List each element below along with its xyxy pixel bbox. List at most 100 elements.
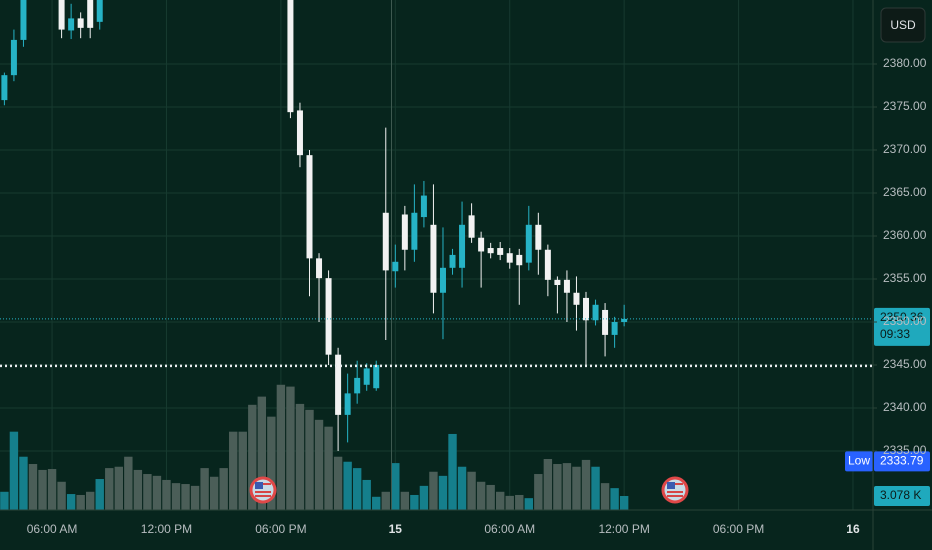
candle-body xyxy=(401,214,408,250)
flag-stripe xyxy=(667,495,683,497)
volume-bar xyxy=(114,466,124,510)
currency-button-box[interactable] xyxy=(880,7,926,43)
candle-body xyxy=(1,75,8,101)
event-icon[interactable] xyxy=(661,476,689,504)
volume-value-box xyxy=(874,485,930,506)
candle-body xyxy=(583,297,590,321)
volume-bar xyxy=(495,491,505,510)
y-tick-label: 2380.00 xyxy=(883,56,927,70)
volume-bar xyxy=(515,494,524,510)
volume-bar xyxy=(9,431,19,510)
candle-body xyxy=(363,368,370,385)
low-value-label: 2333.79 xyxy=(880,454,924,468)
volume-bar xyxy=(534,474,543,510)
volume-value-label: 3.078 K xyxy=(880,488,921,502)
volume-bar xyxy=(581,459,591,510)
volume-bar xyxy=(47,469,57,510)
volume-bar xyxy=(267,416,276,510)
volume-bar xyxy=(352,468,362,510)
y-tick-label: 2340.00 xyxy=(883,400,927,414)
volume-bar xyxy=(314,419,324,510)
volume-bar xyxy=(57,481,66,510)
volume-bar xyxy=(28,464,38,510)
volume-bar xyxy=(152,475,162,510)
candle-body xyxy=(602,309,609,335)
x-tick-label: 16 xyxy=(846,522,860,536)
volume-bar xyxy=(0,491,9,510)
volume-bar xyxy=(85,491,95,510)
flag-stripe xyxy=(255,491,271,493)
volume-bar xyxy=(209,476,219,510)
candle-body xyxy=(563,279,570,293)
volume-bar xyxy=(524,498,533,510)
volume-bar xyxy=(286,386,295,510)
candle-body xyxy=(611,321,618,335)
candle-body xyxy=(544,249,551,280)
overlays: 2350.36 09:33 Low 2333.79 3.078 K xyxy=(0,0,930,510)
candle-body xyxy=(392,261,399,272)
candle-body xyxy=(459,224,466,268)
volume-bar xyxy=(543,459,553,510)
y-tick-label: 2360.00 xyxy=(883,228,927,242)
volume-bar xyxy=(105,468,114,510)
volume-bar xyxy=(619,495,629,510)
volume-bar xyxy=(133,469,143,510)
currency-label[interactable]: USD xyxy=(890,18,916,32)
flag-stripe xyxy=(667,491,683,493)
event-flag[interactable] xyxy=(661,476,689,504)
event-flag[interactable] xyxy=(249,476,277,504)
volume-bar xyxy=(19,456,28,510)
volume-bar xyxy=(295,403,305,510)
y-tick-label: 2370.00 xyxy=(883,142,927,156)
volume-bar xyxy=(429,471,438,510)
candle-body xyxy=(373,364,380,389)
x-tick-label: 15 xyxy=(389,522,403,536)
candle-body xyxy=(535,224,542,250)
currency-button[interactable]: USD xyxy=(880,7,926,43)
y-tick-label: 2335.00 xyxy=(883,443,927,457)
y-tick-label: 2350.00 xyxy=(883,314,927,328)
volume-bar xyxy=(467,471,476,510)
candle-body xyxy=(335,354,342,415)
flag-stripe xyxy=(255,495,271,497)
volume-bar xyxy=(229,431,238,510)
candle-body xyxy=(296,110,303,156)
volume-bar xyxy=(410,494,419,510)
volume-bar xyxy=(66,494,76,510)
x-tick-label: 12:00 PM xyxy=(141,522,192,536)
volume-bar xyxy=(400,491,410,510)
candle-body xyxy=(420,195,427,218)
volume-bar xyxy=(181,484,190,510)
candle-body xyxy=(325,278,332,355)
volume-bar xyxy=(476,481,486,510)
volume-bar xyxy=(162,479,171,510)
volume-bar xyxy=(248,404,257,510)
candle-body xyxy=(478,237,485,252)
candle-body xyxy=(411,212,418,250)
y-tick-label: 2375.00 xyxy=(883,99,927,113)
candle-body xyxy=(354,377,361,394)
volume-bar xyxy=(343,461,352,510)
volume-bar xyxy=(448,433,457,510)
candle-body xyxy=(439,267,446,293)
candle-body xyxy=(382,212,389,271)
candle-body xyxy=(497,248,504,255)
candles xyxy=(1,0,628,452)
candle-body xyxy=(20,0,27,40)
flag-stripe xyxy=(675,483,683,485)
x-tick-label: 12:00 PM xyxy=(598,522,649,536)
volume-bar xyxy=(505,495,514,510)
volume-bar xyxy=(305,409,314,510)
candle-body xyxy=(554,279,561,286)
candle-body xyxy=(506,253,513,263)
volume-bar xyxy=(362,479,371,510)
volume-bar xyxy=(391,463,400,510)
candle-body xyxy=(487,248,494,254)
candle-body xyxy=(468,215,475,238)
low-tag-box xyxy=(845,451,873,472)
candle-body xyxy=(592,304,599,321)
event-icon[interactable] xyxy=(249,476,277,504)
volume-bar xyxy=(95,479,104,510)
